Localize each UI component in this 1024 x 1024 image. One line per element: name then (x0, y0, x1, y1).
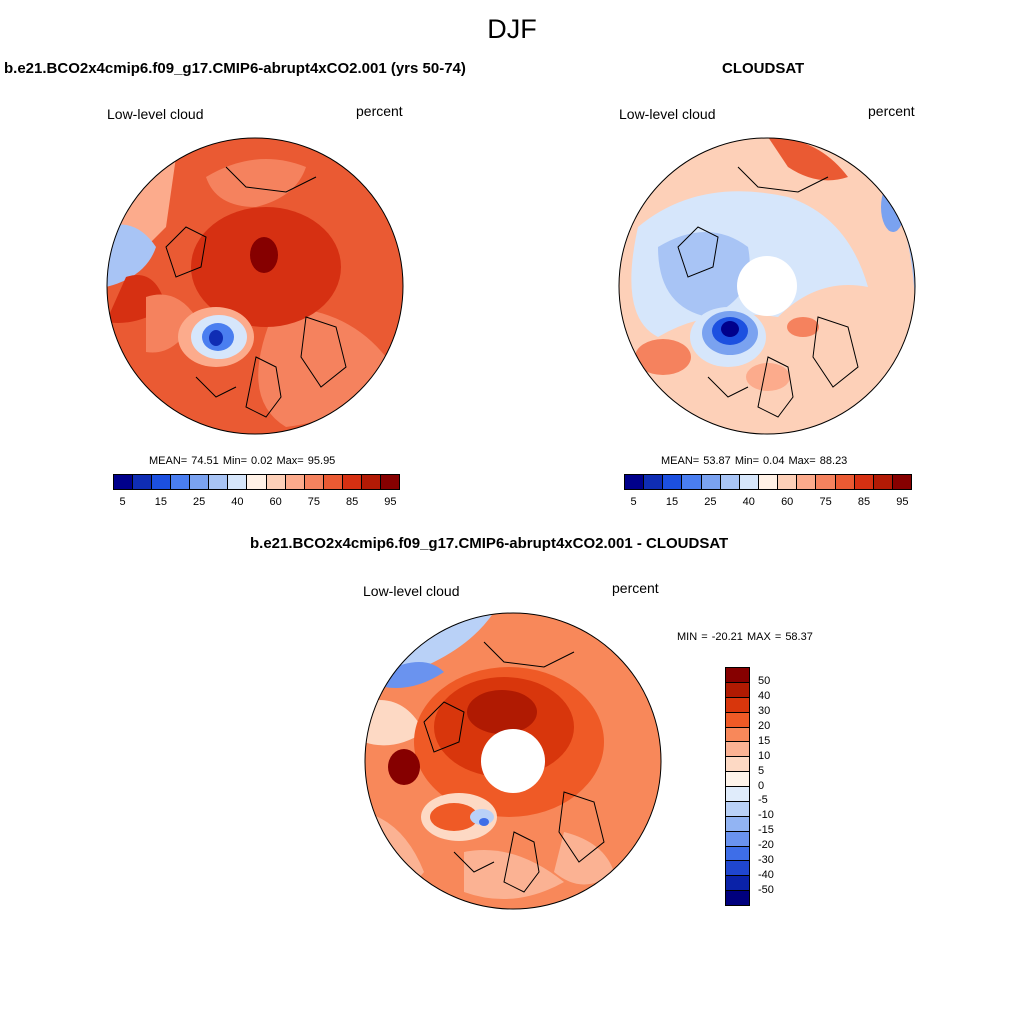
obs-colorbar-tick-label: 75 (819, 496, 832, 508)
obs-colorbar-box (816, 475, 836, 489)
model-colorbar-box (209, 475, 229, 489)
obs-colorbar-box (835, 475, 855, 489)
diff-colorbar-tick-label: -10 (758, 809, 774, 822)
diff-colorbar-box (726, 831, 749, 847)
diff-colorbar-tick-label: -15 (758, 824, 774, 837)
obs-colorbar-box (625, 475, 645, 489)
obs-variable-label: Low-level cloud (619, 106, 716, 122)
diff-colorbar-tick-label: -30 (758, 854, 774, 867)
obs-colorbar-tick-label: 60 (781, 496, 794, 508)
diff-colorbar-tick-label: 10 (758, 749, 771, 762)
obs-colorbar-box (720, 475, 740, 489)
diff-colorbar-box (726, 816, 749, 832)
model-colorbar-tick-label: 60 (269, 496, 282, 508)
obs-colorbar-tick-label: 5 (630, 496, 637, 508)
model-polar-map (106, 137, 404, 435)
model-colorbar-tick-label: 15 (154, 496, 167, 508)
diff-colorbar-box (726, 787, 749, 802)
diff-colorbar-tick-label: 15 (758, 734, 771, 747)
diff-colorbar-tick-label: 40 (758, 689, 771, 702)
model-colorbar-box (266, 475, 286, 489)
model-colorbar-box (228, 475, 248, 489)
obs-colorbar-tick-label: 25 (704, 496, 717, 508)
obs-colorbar-box (797, 475, 817, 489)
diff-variable-label: Low-level cloud (363, 583, 460, 599)
obs-colorbar-box (854, 475, 874, 489)
diff-panel-title: b.e21.BCO2x4cmip6.f09_g17.CMIP6-abrupt4x… (250, 535, 729, 552)
diff-colorbar-box (726, 742, 749, 758)
obs-colorbar-tick-label: 95 (896, 496, 909, 508)
model-colorbar-box (114, 475, 134, 489)
model-colorbar-box (152, 475, 172, 489)
diff-colorbar-box (726, 891, 749, 905)
diff-colorbar (725, 667, 750, 906)
model-colorbar-tick-label: 95 (384, 496, 397, 508)
model-colorbar-tick-label: 85 (346, 496, 359, 508)
obs-stats: MEAN= 53.87 Min= 0.04 Max= 88.23 (661, 455, 848, 467)
diff-colorbar-tick-label: -50 (758, 884, 774, 897)
model-colorbar-box (342, 475, 362, 489)
diff-colorbar-box (726, 861, 749, 877)
diff-colorbar-tick-label: 50 (758, 674, 771, 687)
obs-colorbar-tick-label: 40 (742, 496, 755, 508)
diff-colorbar-tick-label: 0 (758, 779, 765, 792)
diff-colorbar-tick-label: -5 (758, 794, 768, 807)
obs-colorbar-box (682, 475, 702, 489)
diff-colorbar-box (726, 712, 749, 728)
diff-colorbar-box (726, 668, 749, 683)
model-colorbar-tick-label: 25 (192, 496, 206, 508)
model-colorbar-box (380, 475, 399, 489)
diff-polar-map (364, 612, 662, 910)
obs-colorbar-box (739, 475, 759, 489)
obs-colorbar (624, 474, 912, 490)
model-colorbar-box (190, 475, 210, 489)
diff-stats: MIN = -20.21 MAX = 58.37 (677, 631, 813, 643)
model-colorbar-box (323, 475, 343, 489)
model-stats: MEAN= 74.51 Min= 0.02 Max= 95.95 (149, 455, 336, 467)
diff-colorbar-box (726, 876, 749, 892)
diff-colorbar-box (726, 846, 749, 862)
model-variable-label: Low-level cloud (107, 106, 204, 122)
obs-colorbar-box (644, 475, 664, 489)
model-colorbar-box (247, 475, 267, 489)
diff-colorbar-box (726, 801, 749, 817)
obs-units-label: percent (868, 103, 915, 119)
model-colorbar-box (133, 475, 153, 489)
obs-panel-title: CLOUDSAT (722, 60, 805, 77)
obs-colorbar-box (701, 475, 721, 489)
model-colorbar-tick-label: 40 (231, 496, 244, 508)
diff-colorbar-tick-label: -20 (758, 839, 774, 852)
obs-polar-map (618, 137, 916, 435)
diff-colorbar-box (726, 757, 749, 773)
diff-colorbar-box (726, 772, 749, 787)
diff-colorbar-box (726, 697, 749, 713)
obs-colorbar-tick-label: 85 (857, 496, 871, 508)
model-colorbar (113, 474, 400, 490)
obs-colorbar-box (663, 475, 683, 489)
obs-colorbar-tick-label: 15 (665, 496, 679, 508)
obs-colorbar-box (892, 475, 912, 489)
obs-colorbar-box (778, 475, 798, 489)
diff-colorbar-tick-label: 20 (758, 719, 771, 732)
model-panel-title: b.e21.BCO2x4cmip6.f09_g17.CMIP6-abrupt4x… (4, 60, 466, 77)
diff-colorbar-tick-label: -40 (758, 869, 774, 882)
model-colorbar-tick-label: 75 (307, 496, 321, 508)
model-colorbar-box (171, 475, 191, 489)
model-colorbar-box (361, 475, 381, 489)
model-colorbar-box (304, 475, 324, 489)
page-title: DJF (487, 14, 537, 44)
model-colorbar-box (285, 475, 305, 489)
diff-colorbar-tick-label: 30 (758, 704, 771, 717)
obs-colorbar-box (758, 475, 779, 489)
obs-colorbar-box (873, 475, 893, 489)
diff-units-label: percent (612, 580, 659, 596)
diff-colorbar-box (726, 682, 749, 698)
model-colorbar-tick-label: 5 (119, 496, 126, 508)
diff-colorbar-box (726, 727, 749, 743)
diff-colorbar-tick-label: 5 (758, 764, 765, 777)
model-units-label: percent (356, 103, 403, 119)
